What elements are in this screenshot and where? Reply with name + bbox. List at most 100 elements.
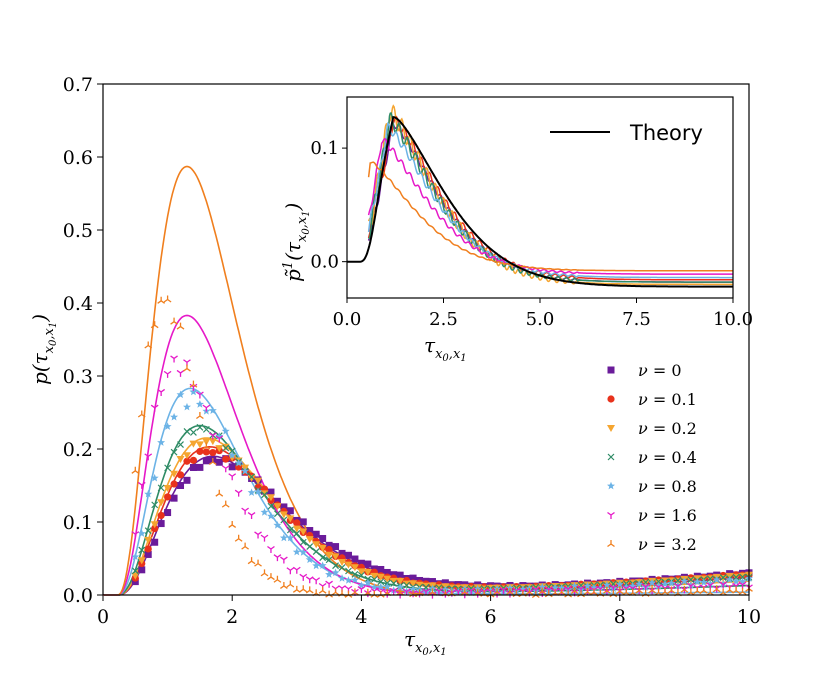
main-data-point: [383, 568, 391, 576]
inset-y-axis-subscript-1: 1: [301, 210, 312, 216]
main-data-point: [570, 587, 579, 595]
main-data-point: [428, 578, 436, 586]
main-data-point: [518, 585, 527, 593]
main-data-point: [241, 507, 249, 515]
main-data-point: [506, 588, 514, 596]
legend-label-value: 3.2: [671, 535, 696, 554]
main-data-point: [486, 586, 495, 595]
main-legend: ν = 0ν = 0.1ν = 0.2ν = 0.4ν = 0.8ν = 1.6…: [607, 361, 697, 554]
main-data-point: [351, 570, 359, 578]
main-data-point: [260, 569, 269, 577]
main-y-axis-subscript-0: 0: [48, 339, 59, 346]
main-data-point: [350, 564, 359, 572]
main-data-point: [228, 454, 237, 462]
main-data-point: [306, 543, 314, 551]
inset-y-axis-open: (: [281, 252, 305, 261]
main-y-axis-subscript: x: [42, 345, 57, 353]
main-data-point: [409, 585, 418, 593]
main-data-point: [596, 583, 605, 592]
main-data-point: [215, 458, 223, 466]
main-data-point: [332, 543, 340, 551]
main-data-point: [183, 364, 191, 372]
main-data-point: [680, 585, 689, 593]
main-data-point: [706, 579, 715, 588]
main-data-point: [642, 578, 650, 586]
main-data-point: [655, 578, 662, 586]
main-y-tick-label: 0.4: [63, 293, 93, 315]
main-data-point: [325, 551, 334, 559]
main-data-point: [318, 561, 327, 569]
main-data-point: [144, 536, 153, 544]
main-data-point: [292, 525, 301, 533]
main-data-point: [215, 432, 224, 440]
main-data-point: [183, 428, 191, 435]
main-data-point: [144, 489, 153, 498]
main-data-point: [196, 411, 204, 420]
main-data-point: [170, 494, 178, 502]
main-data-point: [706, 575, 714, 583]
main-data-point: [376, 582, 385, 591]
main-data-point: [738, 587, 747, 595]
inset-y-axis-symbol: τ: [281, 241, 305, 253]
main-data-point: [280, 556, 288, 564]
main-data-point: [331, 553, 340, 561]
main-data-point: [234, 458, 243, 467]
main-data-point: [661, 579, 669, 588]
main-data-point: [221, 500, 230, 508]
main-data-point: [189, 440, 198, 448]
main-data-point: [228, 473, 237, 481]
main-data-point: [261, 491, 268, 499]
main-data-point: [551, 583, 560, 592]
main-data-point: [661, 588, 669, 596]
legend-label: ν = 0: [638, 361, 682, 380]
main-data-point: [228, 447, 236, 455]
main-data-point: [196, 391, 204, 399]
main-data-point: [331, 568, 340, 577]
main-data-point: [674, 582, 682, 590]
main-data-point: [189, 456, 198, 464]
main-data-point: [170, 470, 179, 478]
main-data-point: [137, 481, 146, 489]
main-y-axis-title: p(τx0,x1): [28, 314, 59, 385]
main-data-point: [273, 575, 282, 583]
main-data-point: [157, 438, 166, 446]
main-data-point: [299, 548, 308, 556]
main-data-point: [305, 586, 314, 594]
main-data-point: [415, 581, 424, 589]
inset-y-axis-superscript: 1: [281, 261, 296, 269]
legend-marker: [607, 425, 615, 432]
main-data-point: [293, 530, 301, 537]
main-data-point: [228, 520, 237, 528]
main-data-point: [732, 586, 740, 594]
main-data-point: [622, 582, 631, 591]
main-data-point: [195, 441, 204, 449]
inset-x-axis-title: τx0,x1: [424, 333, 467, 364]
main-data-point: [131, 552, 140, 561]
inset-y-axis-comma: ,: [295, 224, 310, 228]
main-data-point: [144, 527, 152, 535]
main-data-point: [222, 455, 230, 463]
main-data-point: [305, 555, 314, 564]
legend-label-value: 0.1: [671, 390, 696, 409]
main-data-point: [570, 581, 579, 590]
main-data-point: [144, 550, 152, 558]
main-data-point: [170, 412, 179, 421]
main-x-tick-label: 0: [97, 606, 109, 628]
main-data-point: [273, 503, 282, 511]
inset-x-tick-label: 5.0: [526, 309, 555, 330]
main-data-point: [208, 406, 217, 414]
legend-marker: [607, 395, 615, 403]
main-data-point: [345, 567, 352, 575]
legend-label-prefix: ν =: [638, 448, 671, 467]
legend-label-prefix: ν =: [638, 535, 671, 554]
main-data-point: [189, 380, 198, 388]
inset-x-axis-comma: ,: [449, 347, 453, 362]
main-data-point: [364, 560, 372, 568]
main-data-point: [215, 489, 224, 497]
main-data-point: [693, 587, 702, 595]
main-data-point: [176, 471, 185, 479]
main-data-point: [725, 586, 734, 594]
main-data-point: [719, 575, 728, 583]
main-data-point: [293, 519, 301, 527]
